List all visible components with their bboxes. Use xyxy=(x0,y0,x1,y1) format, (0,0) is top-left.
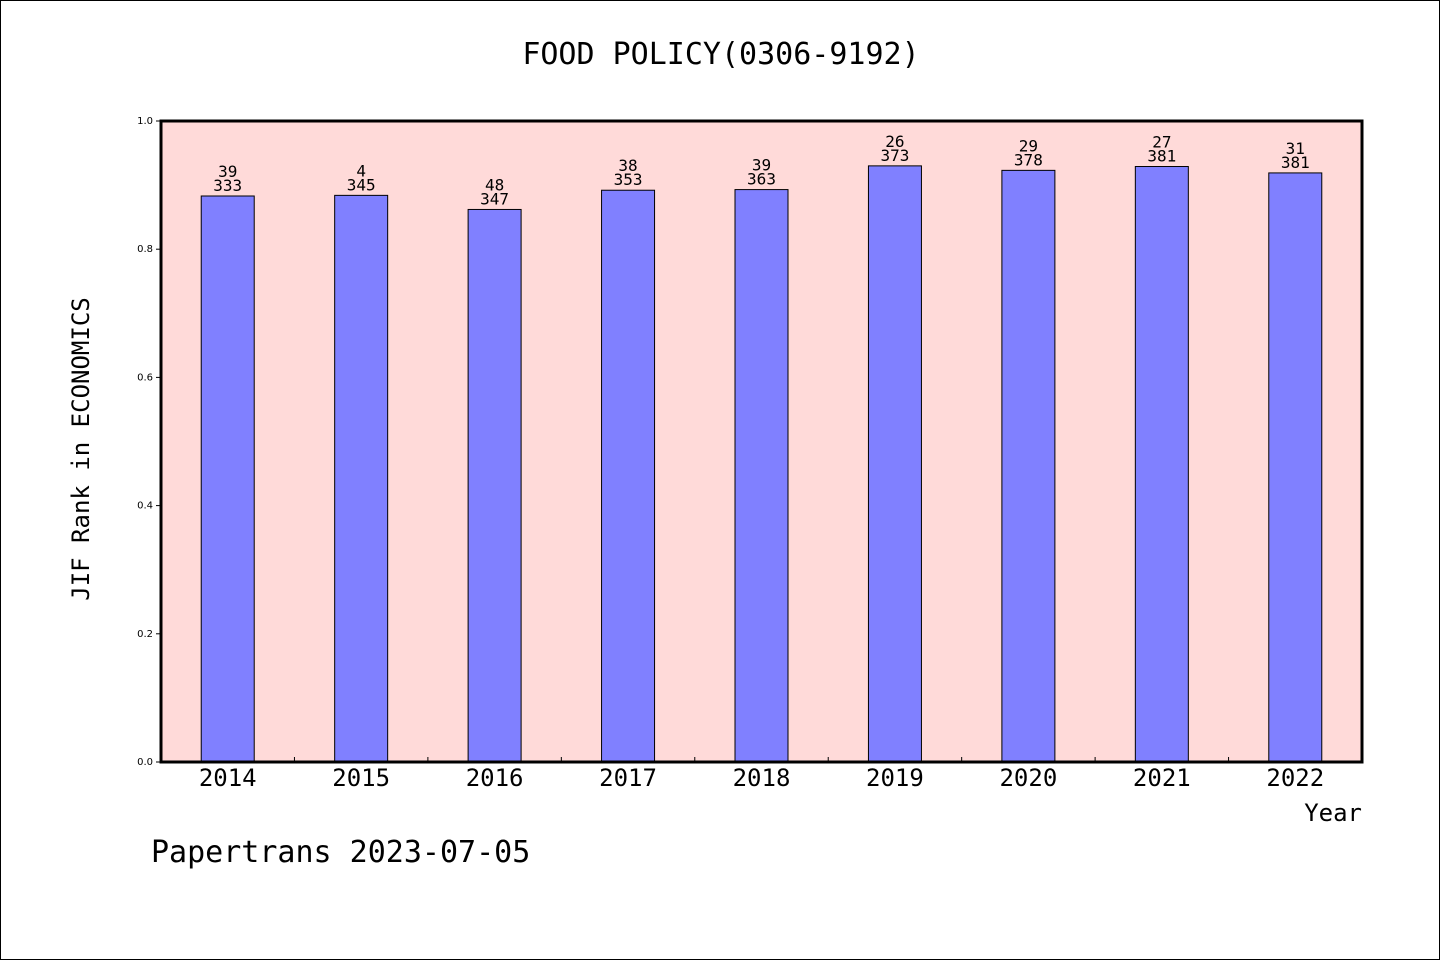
data-label-total: 381 xyxy=(1147,147,1176,166)
data-label-total: 347 xyxy=(480,189,509,208)
x-tick-label: 2018 xyxy=(733,764,791,792)
y-ticks-group: 0.0 0.2 0.4 0.6 0.8 1.0 xyxy=(137,116,161,768)
footer-watermark: Papertrans 2023-07-05 xyxy=(151,835,531,870)
bar-2018 xyxy=(734,189,789,763)
data-label-total: 353 xyxy=(614,170,643,189)
y-tick-label: 0.2 xyxy=(137,629,153,640)
data-label-rank: 48 xyxy=(485,175,504,194)
y-tick-label: 0.4 xyxy=(137,501,153,512)
bar-2016 xyxy=(467,208,522,763)
data-label-rank: 26 xyxy=(885,132,904,151)
chart-title: FOOD POLICY(0306-9192) xyxy=(522,37,920,72)
bar-2017 xyxy=(601,189,656,763)
x-tick-label: 2016 xyxy=(466,764,524,792)
y-tick-label: 1.0 xyxy=(137,116,153,127)
plot-frame xyxy=(159,119,1364,764)
data-label-rank: 31 xyxy=(1286,139,1305,158)
bars-group xyxy=(200,165,1323,763)
x-axis-label: Year xyxy=(1304,799,1362,827)
data-label-rank: 38 xyxy=(618,156,637,175)
data-label-total: 363 xyxy=(747,170,776,189)
x-tick-label: 2014 xyxy=(199,764,257,792)
x-ticks-group: 2014 2015 2016 2017 2018 2019 2020 2021 2022 xyxy=(199,757,1324,792)
bar-2021 xyxy=(1134,166,1189,763)
x-tick-label: 2022 xyxy=(1266,764,1324,792)
data-label-rank: 39 xyxy=(218,162,237,181)
x-tick-label: 2019 xyxy=(866,764,924,792)
bar-2022 xyxy=(1268,172,1323,763)
y-tick-label: 0.6 xyxy=(137,372,153,383)
data-label-rank: 39 xyxy=(752,156,771,175)
x-tick-label: 2015 xyxy=(332,764,390,792)
data-label-total: 378 xyxy=(1014,150,1043,169)
x-tick-label: 2017 xyxy=(599,764,657,792)
bar-2019 xyxy=(867,165,922,763)
data-label-total: 345 xyxy=(347,175,376,194)
data-label-total: 381 xyxy=(1281,153,1310,172)
x-tick-label: 2021 xyxy=(1133,764,1191,792)
data-label-total: 373 xyxy=(880,146,909,165)
bar-2020 xyxy=(1001,169,1056,763)
y-tick-label: 0.8 xyxy=(137,244,153,255)
data-label-rank: 27 xyxy=(1152,133,1171,152)
data-label-rank: 4 xyxy=(356,161,366,180)
bar-2015 xyxy=(334,194,389,763)
bar-2014 xyxy=(200,195,255,763)
x-tick-label: 2020 xyxy=(999,764,1057,792)
y-tick-label: 0.0 xyxy=(137,757,153,768)
data-label-total: 333 xyxy=(213,176,242,195)
data-label-rank: 29 xyxy=(1019,136,1038,155)
